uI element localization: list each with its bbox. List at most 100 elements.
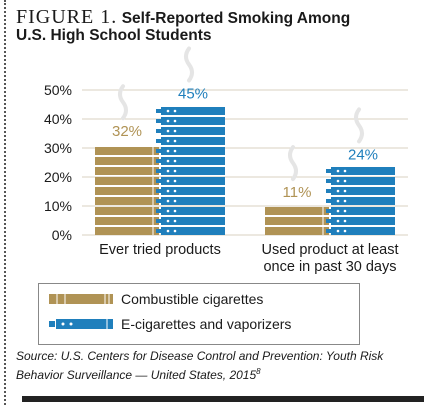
e-cigarette-dot: [173, 119, 177, 123]
e-cigarette-tip: [156, 109, 161, 113]
chart-bars: [95, 46, 395, 235]
e-cigarette-tip: [156, 199, 161, 203]
e-cigarette-dot: [173, 229, 177, 233]
e-cigarette-dot: [336, 229, 340, 233]
y-tick-label: 20%: [44, 169, 72, 185]
cigarette-stripe: [265, 217, 329, 225]
e-cigarette-stripe: [161, 147, 225, 155]
e-cigarette-dot: [343, 209, 347, 213]
e-cigarette-tip: [326, 179, 331, 183]
e-cigarette-stripe: [331, 207, 395, 215]
figure-title: FIGURE 1. Self-Reported Smoking Among: [16, 6, 426, 29]
e-cigarette-dot: [343, 179, 347, 183]
figure-label: FIGURE 1.: [16, 6, 118, 28]
data-labels: 32% 45% 11% 24%: [112, 86, 378, 202]
bar-chart: 0% 10% 20% 30% 40% 50% 32% 45% 11% 24% Ever trie…: [44, 46, 408, 275]
e-cigarette-tip: [326, 229, 331, 233]
y-tick-label: 30%: [44, 140, 72, 156]
e-cigarette-stripe: [161, 117, 225, 125]
e-cigarette-tip: [156, 139, 161, 143]
y-tick-label: 40%: [44, 111, 72, 127]
e-cigarette-tip: [156, 219, 161, 223]
e-cigarette-tip: [156, 149, 161, 153]
x-category-label: Used product at least: [261, 242, 398, 258]
e-cigarette-stripe: [331, 197, 395, 205]
e-cigarette-dot: [336, 179, 340, 183]
cigarette-stripe: [95, 157, 159, 165]
smoke-wisp: [184, 46, 194, 83]
e-cigarette-stripe: [331, 227, 395, 235]
e-cigarette-stripe: [331, 167, 395, 175]
e-cigarette-stripe: [331, 217, 395, 225]
e-cigarette-dot: [166, 209, 170, 213]
y-axis-ticks: 0% 10% 20% 30% 40% 50%: [44, 82, 72, 243]
e-cigarette-dot: [166, 129, 170, 133]
e-cigarette-tip: [156, 209, 161, 213]
e-cigarette-stripe: [331, 187, 395, 195]
y-tick-label: 10%: [44, 198, 72, 214]
e-cigarette-stripe: [161, 217, 225, 225]
legend-label-combustible: Combustible cigarettes: [121, 291, 264, 307]
smoke-wisp: [354, 107, 364, 144]
y-tick-label: 50%: [44, 82, 72, 98]
chart-legend: Combustible cigarettes E-cigarettes and …: [38, 283, 360, 345]
e-cigarette-dot: [336, 169, 340, 173]
e-cigarette-dot: [166, 169, 170, 173]
e-cigarette-dot: [173, 139, 177, 143]
e-cigarette-tip: [156, 229, 161, 233]
e-cigarette-dot: [166, 119, 170, 123]
bar-combustible-past-30-days: [265, 145, 329, 235]
e-cigarette-dot: [166, 109, 170, 113]
e-cigarette-stripe: [161, 157, 225, 165]
e-cigarette-stripe: [161, 107, 225, 115]
e-cigarette-dot: [343, 189, 347, 193]
e-cigarette-dot: [166, 189, 170, 193]
e-cigarette-stripe: [331, 177, 395, 185]
data-label-ecig: 45%: [178, 86, 208, 103]
e-cigarette-dot: [173, 109, 177, 113]
e-cigarette-stripe: [161, 127, 225, 135]
e-cigarette-tip: [326, 219, 331, 223]
bar-ecig-past-30-days: [326, 107, 395, 235]
e-cigarette-dot: [343, 219, 347, 223]
e-cigarette-dot: [336, 199, 340, 203]
e-cigarette-dot: [336, 209, 340, 213]
e-cigarette-dot: [173, 179, 177, 183]
legend-label-ecig: E-cigarettes and vaporizers: [121, 316, 292, 332]
cigarette-stripe: [95, 147, 159, 155]
smoke-wisp: [118, 84, 128, 121]
e-cigarette-tip: [156, 159, 161, 163]
e-cigarette-tip: [326, 189, 331, 193]
e-cigarette-dot: [166, 219, 170, 223]
cigarette-stripe: [95, 187, 159, 195]
e-cigarette-dot: [166, 139, 170, 143]
cigarette-stripe: [95, 197, 159, 205]
e-cigarette-dot: [173, 149, 177, 153]
e-cigarette-tip: [156, 179, 161, 183]
e-cigarette-stripe: [161, 177, 225, 185]
e-cigarette-tip: [156, 129, 161, 133]
e-cigarette-dot: [173, 169, 177, 173]
cigarette-stripe: [265, 227, 329, 235]
x-category-label: once in past 30 days: [263, 259, 396, 275]
e-cigarette-dot: [173, 129, 177, 133]
e-cigarette-dot: [343, 199, 347, 203]
cigarette-stripe: [95, 177, 159, 185]
cigarette-stripe: [95, 167, 159, 175]
data-label-combustible: 11%: [283, 184, 312, 201]
bar-combustible-ever-tried: [95, 84, 159, 235]
x-axis-categories: Ever tried products Used product at least…: [99, 242, 398, 275]
legend-item-ecig: E-cigarettes and vaporizers: [49, 316, 291, 332]
source-footnote: 8: [256, 367, 261, 376]
e-cigarette-dot: [343, 229, 347, 233]
e-cigarette-stripe: [161, 227, 225, 235]
e-cigarette-stripe: [161, 207, 225, 215]
dotted-border: [4, 0, 6, 405]
y-tick-label: 0%: [52, 227, 72, 243]
e-cigarette-dot: [173, 189, 177, 193]
e-cigarette-tip: [326, 209, 331, 213]
e-cigarette-stripe: [161, 137, 225, 145]
e-cigarette-dot: [336, 219, 340, 223]
e-cigarette-stripe: [161, 167, 225, 175]
